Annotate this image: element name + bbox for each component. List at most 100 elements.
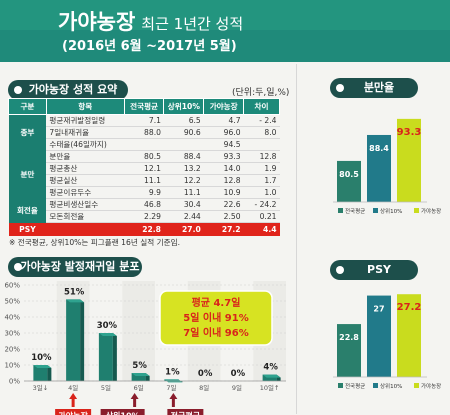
divider [296, 64, 297, 414]
top-cell: 6.5 [163, 114, 204, 127]
data-label: 10% [31, 353, 52, 363]
page-title: 가야농장 [58, 10, 136, 34]
page-title-sub: 최근 1년간 성적 [141, 15, 244, 33]
legend-swatch [373, 208, 378, 213]
category-cell: 종부 [8, 114, 47, 151]
farm-cell: 10.9 [203, 186, 244, 199]
column-band [122, 281, 155, 381]
x-tick-label: 3일↓ [33, 383, 49, 392]
psy-diff-cell: 4.4 [243, 222, 280, 236]
data-label: 88.4 [369, 144, 389, 153]
bar-top [33, 365, 52, 368]
item-cell: 평균총산 [46, 162, 125, 175]
x-tick-label: 9일 [232, 383, 242, 392]
marker-arrow-icon [69, 393, 78, 407]
legend-swatch [338, 383, 343, 388]
diff-cell: 0.21 [243, 210, 280, 223]
marker-label: 가야농장 [58, 411, 88, 415]
table-row: 회전율 평균비생산일수 46.8 30.4 22.6 - 24.2 [8, 198, 280, 223]
summary-note: ※ 전국평균, 상위10%는 피그플랜 16년 실적 기준임. [9, 238, 180, 247]
bar [66, 299, 81, 381]
table-row: 모돈회전율 2.29 2.44 2.50 0.21 [9, 210, 280, 223]
bar [262, 374, 277, 381]
table-row: 분만 분만율 80.5 88.4 93.3 12.8 [8, 150, 280, 199]
psy-farm-cell: 27.2 [203, 222, 244, 236]
avg-cell: 7.1 [124, 114, 164, 127]
bar [337, 324, 361, 377]
bar-top [131, 373, 150, 376]
page-period: (2016년 6월 ~2017년 5월) [62, 39, 237, 54]
bar [367, 295, 391, 377]
legend-label: 상위10% [380, 382, 402, 390]
bar [397, 118, 421, 202]
avg-cell: 88.0 [124, 126, 164, 139]
item-cell: 평균재귀발정일령 [46, 114, 125, 127]
farm-cell: 94.5 [203, 138, 244, 151]
data-label: 0% [231, 369, 246, 379]
bar-side [47, 365, 52, 381]
bar [367, 134, 391, 202]
summary-unit: (단위:두,일,%) [232, 88, 290, 98]
data-label: 80.5 [339, 170, 359, 179]
marker-label-box [100, 409, 145, 415]
item-cell: 평균비생산일수 [46, 198, 125, 211]
data-label: 0% [198, 369, 213, 379]
y-tick-label: 20% [4, 346, 20, 354]
marker-label: 전국평균 [171, 411, 201, 415]
legend-label: 가야농장 [421, 382, 441, 390]
marker-arrow-icon [130, 393, 139, 407]
data-label: 51% [64, 287, 85, 297]
legend-swatch [414, 208, 419, 213]
item-cell: 평균이유두수 [46, 186, 125, 199]
top-cell: 12.2 [163, 174, 204, 187]
table-row: 7일내재귀율 88.0 90.6 96.0 8.0 [9, 126, 280, 139]
top-cell [163, 138, 204, 151]
header-banner: 가야농장 최근 1년간 성적 (2016년 6월 ~2017년 5월) [0, 0, 450, 62]
top-cell: 90.6 [163, 126, 204, 139]
column-header: 전국평균 [123, 98, 165, 115]
x-tick-label: 8일 [199, 383, 209, 392]
x-tick-label: 6일 [134, 383, 144, 392]
bar [98, 333, 113, 381]
table-row: 평균이유두수 9.9 11.1 10.9 1.0 [9, 186, 280, 199]
bar-side [80, 299, 85, 381]
avg-cell: 11.1 [124, 174, 164, 187]
legend-label: 가야농장 [421, 207, 441, 215]
data-label: 27 [373, 305, 384, 314]
data-label: 5% [132, 361, 147, 371]
column-header: 차이 [243, 98, 280, 115]
farm-cell: 2.50 [203, 210, 244, 223]
farm-cell: 14.0 [203, 162, 244, 175]
avg-cell [124, 138, 164, 151]
psy-avg-cell: 22.8 [124, 222, 164, 236]
y-tick-label: 50% [4, 298, 20, 306]
data-label: 1% [165, 367, 180, 377]
bar-top [66, 299, 85, 303]
column-header: 항목 [45, 98, 125, 115]
top-cell: 30.4 [163, 198, 204, 211]
data-label: 30% [97, 321, 118, 331]
farm-cell: 96.0 [203, 126, 244, 139]
bar [337, 160, 361, 202]
data-label: 27.2 [397, 302, 422, 313]
bar-top [98, 333, 117, 336]
y-tick-label: 0% [9, 378, 20, 386]
y-tick-label: 10% [4, 362, 20, 370]
diff-cell: 1.9 [243, 162, 280, 175]
item-cell: 수태율(46일까지) [46, 138, 125, 151]
avg-cell: 46.8 [124, 198, 164, 211]
bar [33, 365, 48, 381]
diff-cell: 1.0 [243, 186, 280, 199]
summary-table: 구분 항목 전국평균 상위10% 가야농장 차이 종부 평균재귀발정일령 7.1… [8, 98, 280, 236]
psy-label: PSY [8, 222, 47, 236]
legend-label: 상위10% [380, 207, 402, 215]
item-cell: 7일내재귀율 [46, 126, 125, 139]
column-header: 구분 [8, 98, 47, 115]
callout-line: 평균 4.7일 [192, 296, 241, 309]
column-header: 가야농장 [203, 98, 245, 115]
legend-label: 전국평균 [345, 207, 365, 215]
table-header-row: 구분 항목 전국평균 상위10% 가야농장 차이 [8, 98, 280, 115]
y-tick-label: 40% [4, 314, 20, 322]
data-label: 93.3 [397, 127, 422, 138]
